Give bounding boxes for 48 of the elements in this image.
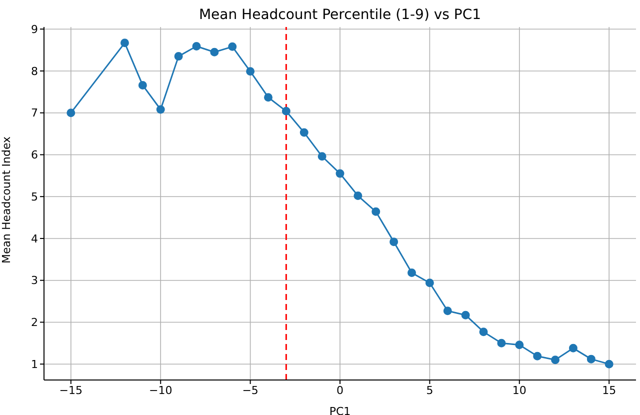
x-tick-label: −5 (242, 384, 258, 397)
point (120, 38, 129, 48)
point (408, 268, 416, 278)
point (282, 106, 290, 116)
point (443, 306, 452, 316)
y-axis-title: Mean Headcount Index (0, 136, 13, 264)
point (497, 338, 506, 348)
point (66, 108, 76, 118)
y-tick-label: 8 (31, 64, 38, 78)
x-tick-label: 5 (426, 384, 434, 397)
y-tick-label: 6 (31, 148, 38, 162)
y-tick-label: 3 (31, 274, 38, 288)
point (156, 105, 165, 114)
point (586, 354, 596, 364)
point (336, 169, 344, 178)
x-tick-label: −15 (59, 384, 83, 397)
y-tick-label: 5 (31, 190, 38, 204)
point (479, 328, 488, 336)
point (551, 356, 560, 364)
point (264, 93, 272, 102)
y-tick-label: 2 (31, 316, 38, 330)
x-tick-label: −10 (148, 384, 172, 397)
point (568, 344, 578, 352)
chart-title: Mean Headcount Percentile (1-9) vs PC1 (198, 7, 482, 23)
point (533, 352, 542, 360)
point (246, 67, 255, 76)
point (318, 152, 326, 161)
point (604, 360, 614, 368)
point (228, 42, 237, 51)
point (372, 207, 380, 216)
point (425, 278, 434, 288)
y-tick-label: 7 (31, 106, 38, 120)
point (354, 192, 362, 200)
x-tick-label: 10 (512, 384, 526, 397)
point (300, 128, 308, 137)
point (515, 340, 524, 350)
point (210, 48, 219, 56)
point (390, 238, 398, 246)
point (138, 80, 147, 90)
x-axis-title: PC1 (329, 405, 351, 415)
point (461, 310, 470, 320)
x-tick-label: 0 (336, 384, 344, 397)
y-tick-label: 4 (31, 232, 38, 246)
x-tick-label: 15 (602, 384, 616, 397)
y-tick-label: 1 (31, 358, 38, 371)
point (174, 52, 183, 61)
y-tick-label: 9 (31, 23, 38, 36)
point (192, 42, 201, 51)
